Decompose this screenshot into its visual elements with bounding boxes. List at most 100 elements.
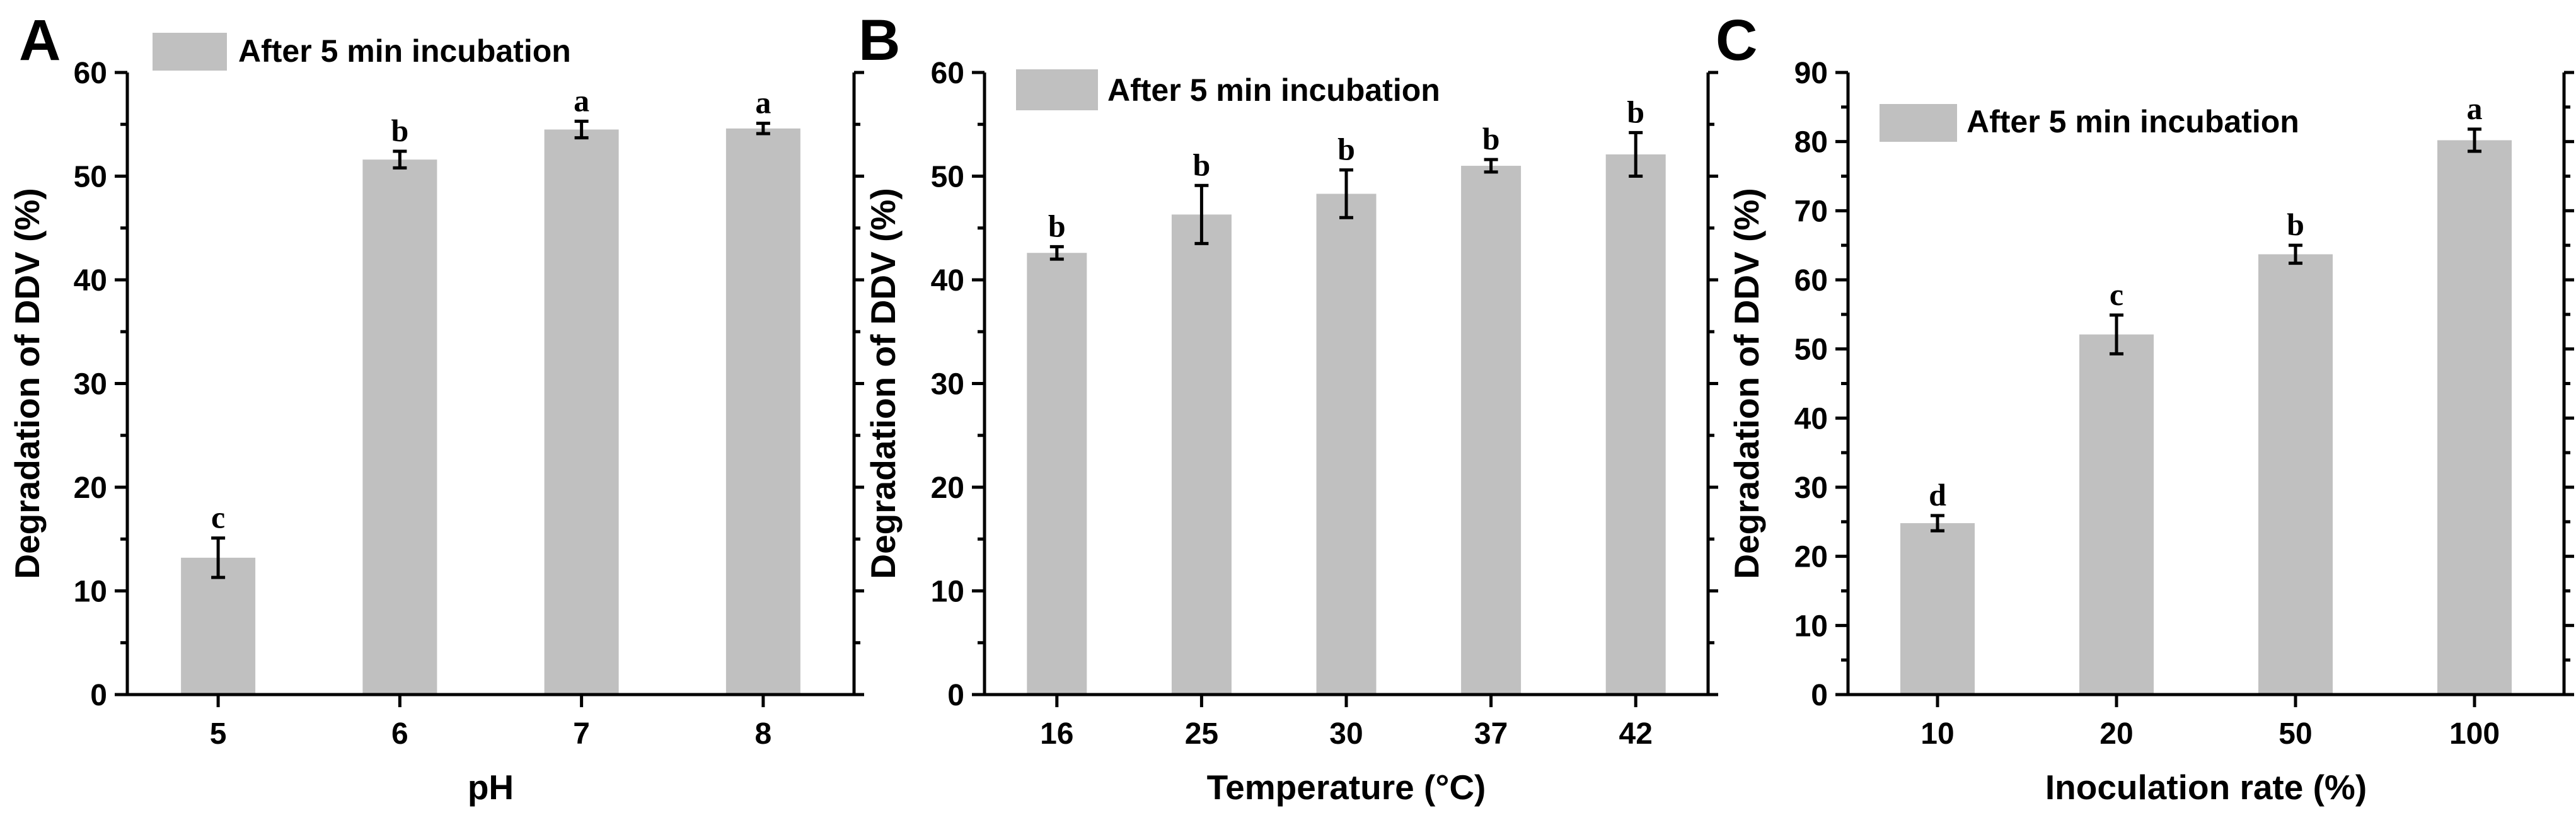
x-axis-title: Temperature (°C) xyxy=(1207,768,1486,807)
y-tick-label: 50 xyxy=(74,161,107,194)
y-tick-label: 10 xyxy=(1794,609,1828,643)
legend-label: After 5 min incubation xyxy=(1107,72,1440,108)
y-axis-title: Degradation of DDV (%) xyxy=(1727,188,1766,579)
y-tick-label: 0 xyxy=(1811,679,1828,712)
panel-letter: A xyxy=(19,8,61,72)
error-bar xyxy=(1484,158,1498,174)
y-tick-label: 60 xyxy=(1794,264,1828,297)
legend: After 5 min incubation xyxy=(153,33,571,71)
bar xyxy=(1900,523,1975,695)
error-bar xyxy=(1629,130,1643,178)
y-tick-label: 50 xyxy=(1794,333,1828,367)
legend-swatch xyxy=(1880,104,1957,142)
error-bar xyxy=(1049,245,1064,261)
bar xyxy=(1605,154,1666,695)
y-axis-title: Degradation of DDV (%) xyxy=(8,188,47,579)
significance-label: b xyxy=(1627,94,1644,129)
bar xyxy=(2437,140,2512,695)
x-tick-label: 7 xyxy=(573,717,590,751)
y-tick-label: 20 xyxy=(1794,541,1828,574)
y-tick-label: 50 xyxy=(931,161,964,194)
bar xyxy=(544,129,619,695)
error-bar xyxy=(1931,514,1944,533)
bar xyxy=(1027,253,1087,695)
error-bar xyxy=(756,122,770,136)
y-tick-label: 60 xyxy=(74,57,107,90)
y-tick-label: 90 xyxy=(1794,57,1828,90)
x-tick-label: 37 xyxy=(1474,717,1508,751)
x-tick-label: 6 xyxy=(391,717,408,751)
y-tick-label: 0 xyxy=(90,679,107,712)
y-tick-label: 30 xyxy=(931,368,964,401)
bar xyxy=(181,557,256,695)
y-tick-label: 0 xyxy=(947,679,964,712)
x-tick-label: 100 xyxy=(2449,717,2500,751)
x-tick-label: 10 xyxy=(1920,717,1954,751)
y-tick-label: 40 xyxy=(931,264,964,297)
legend-label: After 5 min incubation xyxy=(238,33,571,69)
x-tick-label: 16 xyxy=(1040,717,1073,751)
legend-swatch xyxy=(153,33,227,71)
significance-label: b xyxy=(2287,207,2304,242)
significance-label: d xyxy=(1929,477,1946,512)
error-bar xyxy=(2110,313,2123,355)
y-tick-label: 20 xyxy=(74,471,107,505)
bar xyxy=(1316,193,1377,695)
x-axis-title: Inoculation rate (%) xyxy=(2045,768,2367,807)
significance-label: a xyxy=(574,83,589,118)
significance-label: a xyxy=(2467,91,2483,126)
x-tick-label: 50 xyxy=(2279,717,2312,751)
error-bar xyxy=(1339,168,1353,219)
x-tick-label: 8 xyxy=(755,717,772,751)
y-tick-label: 20 xyxy=(931,471,964,505)
significance-label: a xyxy=(755,85,771,120)
bar xyxy=(362,159,437,695)
y-tick-label: 70 xyxy=(1794,195,1828,228)
bar xyxy=(1461,166,1522,695)
y-tick-label: 60 xyxy=(931,57,964,90)
significance-label: b xyxy=(1482,121,1500,156)
significance-label: c xyxy=(211,500,225,535)
legend-swatch xyxy=(1016,69,1098,110)
error-bar xyxy=(2468,127,2481,153)
significance-label: b xyxy=(1337,132,1355,167)
bar xyxy=(2079,334,2154,695)
error-bar xyxy=(1194,183,1209,245)
panel-c: Cd c b a 0 10 20 30 40 50 60 70 80 90 10 20 50 100 Inocula… xyxy=(1716,8,2574,807)
y-ticks xyxy=(115,71,864,696)
y-tick-label: 80 xyxy=(1794,126,1828,159)
error-bar xyxy=(393,149,407,170)
error-bar xyxy=(211,536,226,579)
legend: After 5 min incubation xyxy=(1016,69,1440,110)
error-bar xyxy=(574,119,589,140)
legend: After 5 min incubation xyxy=(1880,104,2299,142)
x-tick-label: 25 xyxy=(1185,717,1218,751)
x-tick-label: 42 xyxy=(1619,717,1653,751)
y-tick-label: 40 xyxy=(74,264,107,297)
significance-label: b xyxy=(1048,208,1066,243)
y-tick-label: 10 xyxy=(931,575,964,609)
y-axis-title: Degradation of DDV (%) xyxy=(863,188,903,579)
bar xyxy=(725,128,800,695)
legend-label: After 5 min incubation xyxy=(1967,104,2299,139)
y-ticks xyxy=(1835,71,2574,696)
error-bar xyxy=(2289,243,2302,265)
x-tick-label: 5 xyxy=(210,717,227,751)
bar xyxy=(2258,254,2333,695)
y-tick-label: 30 xyxy=(1794,471,1828,505)
significance-label: b xyxy=(391,113,408,148)
y-ticks xyxy=(972,71,1718,696)
significance-label: b xyxy=(1193,147,1210,182)
x-axis-title: pH xyxy=(468,768,514,807)
panel-letter: C xyxy=(1716,8,1757,72)
y-tick-label: 40 xyxy=(1794,402,1828,436)
x-tick-label: 20 xyxy=(2099,717,2133,751)
panel-b: Bb b b b b 0 10 20 30 40 50 60 16 25 30 37 42 Temperature… xyxy=(858,8,1718,807)
y-tick-label: 10 xyxy=(74,575,107,609)
panel-letter: B xyxy=(858,8,900,72)
y-tick-label: 30 xyxy=(74,368,107,401)
bar xyxy=(1171,214,1232,695)
panel-a: Ac b a a 0 10 20 30 40 50 60 5 6 7 8 pH Degradation of D… xyxy=(8,8,864,807)
x-tick-label: 30 xyxy=(1329,717,1363,751)
